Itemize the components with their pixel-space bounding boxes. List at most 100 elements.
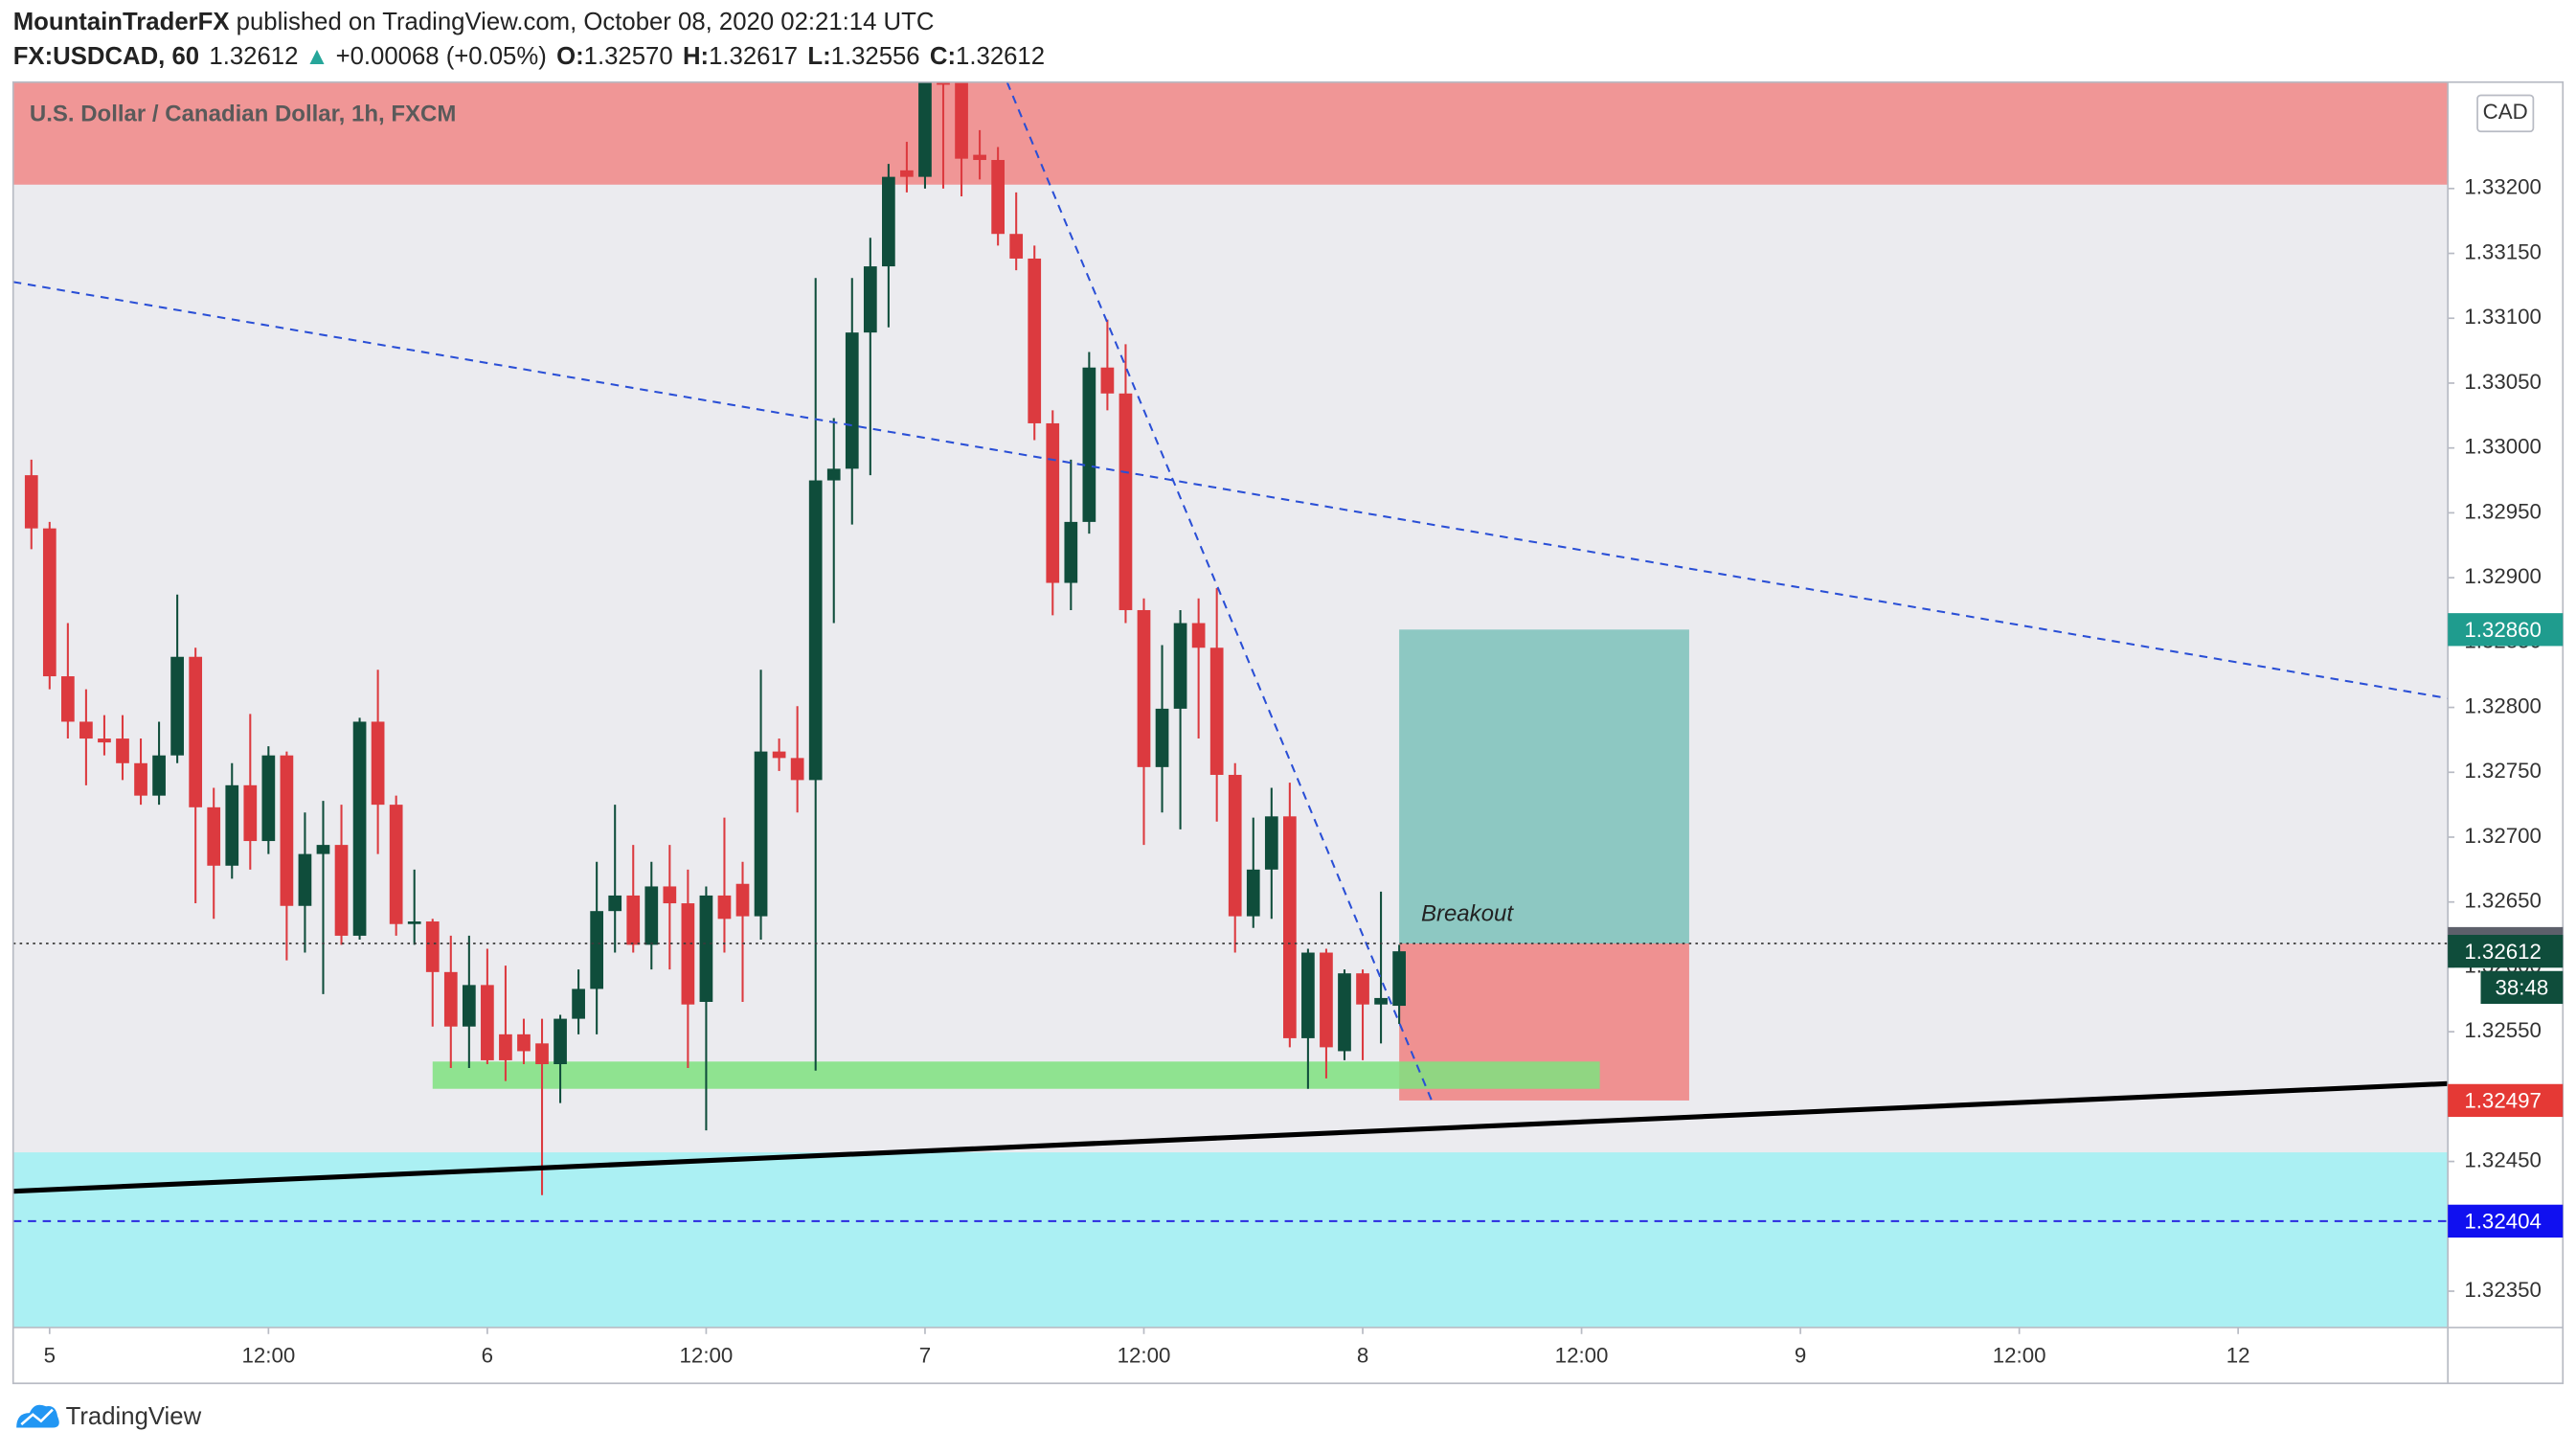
ohlc-label: L:	[807, 43, 830, 70]
up-arrow: ▲	[305, 43, 328, 70]
candle-body	[425, 921, 440, 972]
y-tick-label: 1.32700	[2464, 824, 2542, 848]
candle-body	[1228, 774, 1242, 917]
zone	[12, 1152, 2449, 1328]
candle-body	[826, 468, 841, 481]
candle-body	[1246, 869, 1260, 917]
candle-body	[225, 784, 239, 866]
candle-body	[882, 176, 895, 267]
candle-body	[790, 758, 804, 781]
candle-body	[1356, 973, 1369, 1005]
candle-body	[1009, 234, 1024, 259]
x-tick-label: 12:00	[1555, 1344, 1609, 1368]
price-label-box	[2448, 1083, 2564, 1118]
candle-body	[462, 985, 476, 1027]
brand: TradingView	[66, 1403, 202, 1430]
candle-body	[407, 921, 421, 924]
ohlc-value: 1.32570	[584, 43, 673, 70]
candle-body	[973, 154, 986, 161]
candle-body	[1282, 816, 1297, 1038]
y-tick-label: 1.33000	[2464, 435, 2542, 459]
logo	[16, 1404, 59, 1428]
candle-body	[1338, 973, 1351, 1052]
trend-line	[12, 1080, 2449, 1194]
change: +0.00068 (+0.05%)	[336, 43, 547, 70]
y-tick-label: 1.33050	[2464, 370, 2542, 394]
currency-box	[2476, 94, 2535, 133]
candle-body	[1374, 997, 1388, 1005]
x-tick-label: 5	[44, 1344, 56, 1368]
candle-body	[1028, 258, 1042, 423]
candle-body	[1264, 816, 1278, 870]
candle-body	[608, 895, 622, 912]
candle-body	[717, 895, 732, 920]
candle-body	[863, 266, 877, 333]
plot-area: Breakout	[12, 81, 2449, 1328]
candle-body	[535, 1043, 549, 1064]
x-tick-label: 8	[1357, 1344, 1368, 1368]
price-label-box	[2448, 613, 2564, 647]
candle-body	[280, 755, 294, 906]
y-tick-label: 1.32350	[2464, 1278, 2542, 1302]
candle-body	[261, 755, 276, 842]
ohlc-label: H:	[683, 43, 709, 70]
candle-body	[79, 721, 93, 739]
countdown: 38:48	[2495, 976, 2548, 1000]
ohlc-value: 1.32556	[831, 43, 920, 70]
candle-body	[991, 160, 1005, 235]
candle-body	[1100, 367, 1115, 394]
ohlc-label: C:	[930, 43, 956, 70]
price-label: 1.32497	[2464, 1089, 2542, 1113]
x-tick-label: 12:00	[1993, 1344, 2046, 1368]
candle-body	[116, 738, 129, 763]
symbol-line: FX:USDCAD, 60 1.32612 ▲ +0.00068 (+0.05%) O:…	[13, 43, 1045, 70]
candle-body	[1191, 623, 1206, 648]
candle-body	[1155, 708, 1169, 767]
candle-body	[316, 845, 330, 854]
candle-body	[24, 475, 38, 529]
candle-body	[517, 1034, 531, 1052]
candle-body	[1064, 521, 1078, 583]
ohlc-label: O:	[556, 43, 584, 70]
y-tick-label: 1.32750	[2464, 759, 2542, 783]
candle-body	[243, 784, 258, 842]
last-price: 1.32612	[209, 43, 298, 70]
candle-body	[808, 480, 823, 781]
candle-body	[699, 895, 713, 1002]
price-label: 1.32860	[2464, 618, 2542, 642]
ohlc-value: 1.32617	[709, 43, 798, 70]
candle-body	[334, 845, 349, 936]
candle-body	[61, 676, 75, 722]
x-tick-label: 12:00	[241, 1344, 295, 1368]
candle-body	[900, 170, 914, 177]
plot-background	[12, 81, 2449, 1328]
y-tick-label: 1.32800	[2464, 693, 2542, 717]
candle-body	[644, 886, 659, 945]
price-label: 1.32404	[2464, 1209, 2542, 1233]
x-tick-label: 9	[1795, 1344, 1806, 1368]
candle-body	[134, 762, 147, 796]
candle-body	[481, 985, 494, 1060]
candle-body	[955, 81, 968, 159]
logo-line	[20, 1408, 54, 1426]
symbol-title: U.S. Dollar / Canadian Dollar, 1h, FXCM	[30, 101, 456, 126]
countdown-box	[2480, 970, 2564, 1005]
annotation: Breakout	[1421, 901, 1514, 927]
candle-body	[1392, 951, 1406, 1007]
candle-body	[735, 883, 750, 917]
trend-line	[1006, 81, 1435, 1106]
candle-body	[42, 528, 56, 677]
y-tick-label: 1.32950	[2464, 499, 2542, 523]
publish-line: MountainTraderFX published on TradingVie…	[13, 9, 935, 35]
candle-body	[389, 805, 403, 924]
price-label-box	[2448, 935, 2564, 968]
candle-body	[371, 721, 385, 806]
x-tick-label: 12:00	[680, 1344, 734, 1368]
y-tick-label: 1.33100	[2464, 305, 2542, 329]
y-tick-label: 1.32450	[2464, 1147, 2542, 1171]
symbol: FX:USDCAD, 60	[13, 43, 199, 70]
logo-cloud	[16, 1404, 59, 1428]
candle-body	[443, 971, 458, 1027]
author: MountainTraderFX	[13, 9, 230, 35]
candle-body	[554, 1018, 567, 1064]
